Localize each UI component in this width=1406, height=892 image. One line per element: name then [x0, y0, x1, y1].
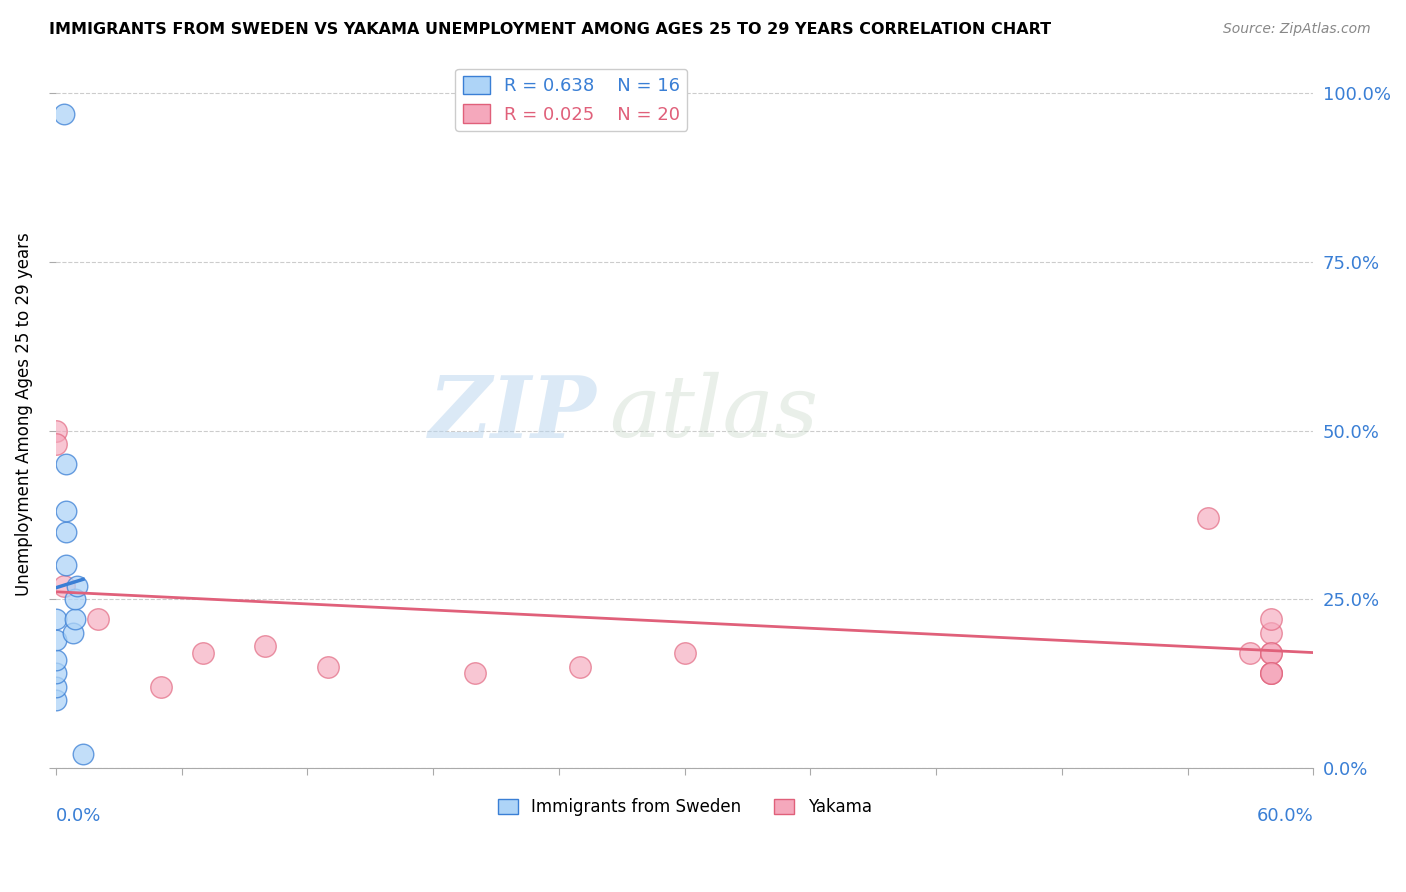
Point [45, 680, 67, 694]
Point [53, 106, 76, 120]
Point [673, 646, 696, 660]
Point [45, 424, 67, 438]
Text: 60.0%: 60.0% [1257, 806, 1313, 824]
Point [1260, 646, 1282, 660]
Point [464, 666, 486, 681]
Point [63, 612, 86, 626]
Point [45, 666, 67, 681]
Point [62, 625, 84, 640]
Text: Source: ZipAtlas.com: Source: ZipAtlas.com [1223, 22, 1371, 37]
Point [1198, 511, 1220, 525]
Point [66, 579, 89, 593]
Text: IMMIGRANTS FROM SWEDEN VS YAKAMA UNEMPLOYMENT AMONG AGES 25 TO 29 YEARS CORRELAT: IMMIGRANTS FROM SWEDEN VS YAKAMA UNEMPLO… [49, 22, 1052, 37]
Point [45, 632, 67, 647]
Point [45, 612, 67, 626]
Point [1260, 625, 1282, 640]
Text: 0.0%: 0.0% [56, 806, 101, 824]
Point [45, 437, 67, 451]
Point [254, 640, 277, 654]
Text: atlas: atlas [609, 372, 818, 455]
Point [87, 612, 110, 626]
Point [149, 680, 172, 694]
Point [45, 693, 67, 707]
Point [191, 646, 214, 660]
Point [55, 524, 77, 539]
Point [55, 457, 77, 471]
Point [1260, 666, 1282, 681]
Point [1260, 612, 1282, 626]
Point [72, 747, 94, 762]
Point [55, 558, 77, 573]
Point [55, 504, 77, 518]
Point [318, 659, 340, 673]
Point [63, 592, 86, 607]
Point [1260, 666, 1282, 681]
Legend: Immigrants from Sweden, Yakama: Immigrants from Sweden, Yakama [491, 792, 879, 823]
Y-axis label: Unemployment Among Ages 25 to 29 years: Unemployment Among Ages 25 to 29 years [15, 232, 32, 596]
Point [1260, 666, 1282, 681]
Point [45, 653, 67, 667]
Point [1239, 646, 1261, 660]
Text: ZIP: ZIP [429, 372, 596, 456]
Point [568, 659, 591, 673]
Point [1260, 646, 1282, 660]
Point [53, 579, 76, 593]
